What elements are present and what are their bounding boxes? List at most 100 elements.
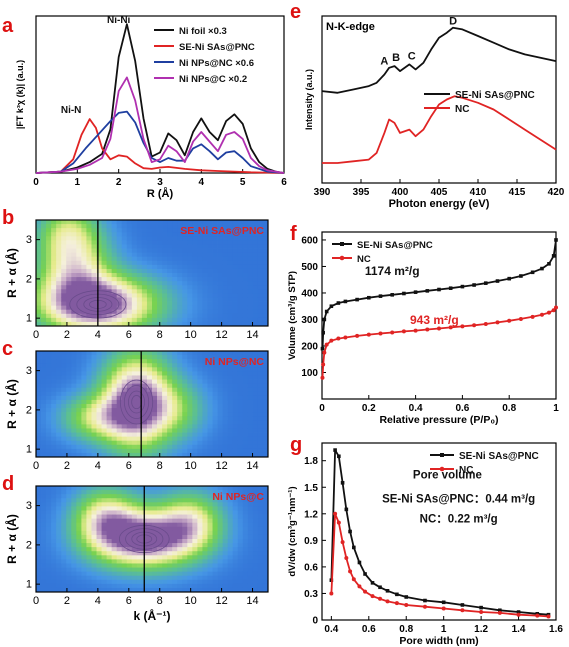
heatmap-cell [227, 281, 234, 286]
heatmap-cell [237, 313, 244, 319]
heatmap-cell [91, 248, 97, 254]
heatmap-cell [212, 583, 218, 589]
heatmap-cell [157, 387, 163, 393]
heatmap-cell [257, 256, 264, 262]
heatmap-cell [91, 432, 97, 438]
heatmap-cell [111, 534, 118, 540]
heatmap-cell [247, 436, 254, 442]
heatmap-cell [152, 436, 158, 442]
heatmap-cell [101, 432, 108, 438]
heatmap-cell [121, 530, 128, 536]
heatmap-cell [131, 228, 138, 233]
heatmap-cell [126, 555, 133, 560]
heatmap-cell [257, 420, 264, 425]
heatmap-cell [96, 264, 102, 270]
heatmap-cell [217, 486, 224, 491]
heatmap-cell [91, 534, 97, 540]
heatmap-cell [56, 571, 62, 577]
heatmap-cell [192, 281, 198, 286]
heatmap-cell [46, 547, 52, 552]
heatmap-cell [172, 486, 178, 491]
heatmap-cell [217, 408, 224, 413]
heatmap-cell [146, 448, 153, 454]
heatmap-cell [257, 547, 264, 552]
heatmap-cell [76, 555, 82, 560]
heatmap-cell [126, 321, 133, 327]
heatmap-cell [146, 514, 153, 520]
heatmap-cell [207, 563, 213, 568]
heatmap-cell [66, 571, 72, 577]
heatmap-cell [242, 293, 249, 298]
heatmap-cell [177, 408, 183, 413]
heatmap-cell [41, 518, 47, 524]
heatmap-cell [86, 518, 92, 524]
heatmap-cell [136, 321, 143, 327]
heatmap-cell [106, 313, 113, 319]
heatmap-cell [172, 268, 178, 274]
heatmap-cell [96, 502, 102, 507]
heatmap-cell [257, 277, 264, 282]
heatmap-cell [46, 518, 52, 524]
heatmap-cell [121, 281, 128, 286]
heatmap-cell [71, 383, 77, 389]
heatmap-cell [212, 268, 218, 274]
heatmap-cell [131, 285, 138, 290]
heatmap-cell [41, 559, 47, 564]
heatmap-cell [36, 244, 42, 249]
data-point [495, 320, 500, 325]
heatmap-cell [182, 575, 188, 581]
heatmap-cell [121, 391, 128, 397]
heatmap-cell [187, 264, 193, 270]
heatmap-cell [247, 399, 254, 405]
heatmap-cell [162, 277, 168, 282]
heatmap-cell [172, 428, 178, 433]
heatmap-cell [66, 575, 72, 581]
heatmap-cell [187, 448, 193, 454]
data-point [551, 308, 556, 313]
heatmap-cell [106, 494, 113, 499]
heatmap-cell [111, 387, 118, 393]
heatmap-cell [172, 490, 178, 495]
x-tick-label: 12 [215, 595, 227, 607]
heatmap-cell [116, 285, 123, 290]
heatmap-cell [96, 494, 102, 499]
heatmap-cell [217, 293, 224, 298]
heatmap-cell [152, 444, 158, 450]
heatmap-cell [187, 367, 193, 372]
heatmap-cell [96, 514, 102, 520]
heatmap-cell [257, 526, 264, 532]
heatmap-cell [152, 277, 158, 282]
heatmap-cell [41, 571, 47, 577]
heatmap-cell [232, 220, 239, 225]
heatmap-cell [192, 567, 198, 573]
heatmap-cell [232, 416, 239, 421]
heatmap-cell [217, 268, 224, 274]
heatmap-cell [197, 506, 203, 511]
heatmap-cell [152, 510, 158, 515]
heatmap-cell [237, 367, 244, 372]
heatmap-cell [242, 321, 249, 327]
y-tick-label: 300 [301, 315, 318, 326]
x-tick-label: 6 [126, 595, 132, 607]
heatmap-cell [66, 579, 72, 585]
heatmap-cell [106, 534, 113, 540]
heatmap-cell [136, 518, 143, 524]
heatmap-cell [41, 293, 47, 298]
heatmap-cell [146, 444, 153, 450]
heatmap-cell [192, 301, 198, 307]
heatmap-cell [262, 301, 269, 307]
heatmap-cell [172, 236, 178, 241]
heatmap-cell [262, 412, 269, 417]
panel-label-c: c [2, 338, 13, 360]
heatmap-cell [41, 260, 47, 266]
heatmap-cell [167, 563, 173, 568]
heatmap-cell [222, 391, 229, 397]
heatmap-cell [86, 260, 92, 266]
heatmap-cell [212, 502, 218, 507]
heatmap-cell [106, 256, 113, 262]
heatmap-cell [76, 530, 82, 536]
heatmap-cell [222, 313, 229, 319]
heatmap-cell [116, 575, 123, 581]
heatmap-cell [141, 432, 148, 438]
heatmap-cell [197, 252, 203, 258]
